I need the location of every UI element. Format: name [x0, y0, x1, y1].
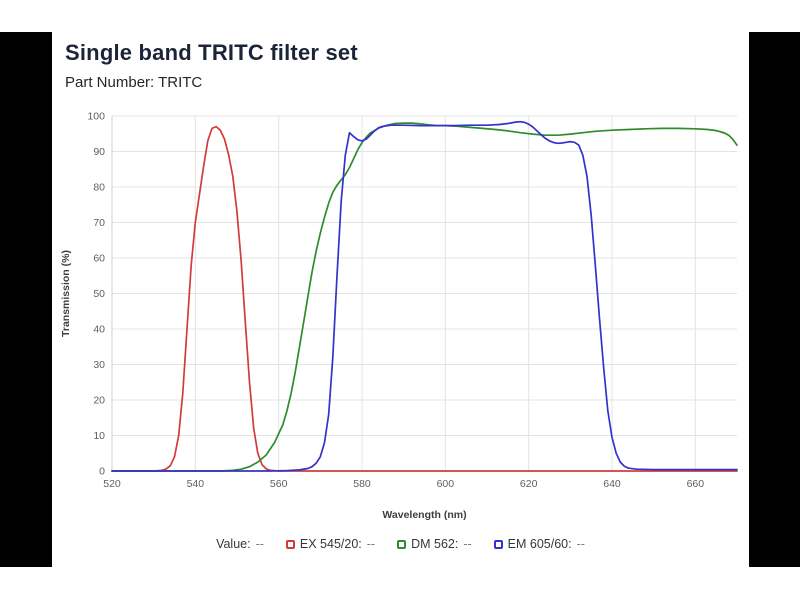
- svg-text:60: 60: [93, 253, 105, 265]
- svg-text:600: 600: [437, 478, 455, 490]
- legend-item-dm-562[interactable]: DM 562: --: [397, 537, 472, 551]
- legend-item-em-605-60[interactable]: EM 605/60: --: [493, 537, 585, 551]
- series-path-em-605-60: [111, 120, 738, 472]
- legend-value-em-605-60: --: [576, 537, 585, 551]
- legend-item-ex-545-20[interactable]: EX 545/20: --: [285, 537, 376, 551]
- svg-text:520: 520: [103, 478, 121, 490]
- x-tick-labels: 520 540 560 580 600 620 640 660: [103, 478, 704, 490]
- legend-label-ex-545-20: EX 545/20:: [299, 537, 362, 551]
- svg-text:90: 90: [93, 146, 105, 158]
- svg-text:70: 70: [93, 217, 105, 229]
- legend-value: --: [255, 537, 264, 551]
- svg-text:0: 0: [99, 466, 105, 478]
- chart-legend: Value: -- EX 545/20: -- DM 562: -- EM 60…: [52, 537, 749, 551]
- y-axis-title: Transmission (%): [60, 250, 72, 337]
- legend-value-ex-545-20: --: [366, 537, 376, 551]
- svg-text:100: 100: [87, 111, 105, 123]
- svg-text:640: 640: [603, 478, 621, 490]
- chart-page: 0 10 20 30 40 50 60 70 80 90 100 520 540 560 580 600 620…: [52, 32, 749, 567]
- legend-value-dm-562: --: [463, 537, 472, 551]
- x-axis-title: Wavelength (nm): [382, 509, 466, 521]
- svg-text:660: 660: [687, 478, 705, 490]
- legend-value-label: Value:: [216, 537, 251, 551]
- legend-swatch-1: [397, 539, 407, 549]
- filter-chart: 0 10 20 30 40 50 60 70 80 90 100 520 540 560 580 600 620…: [60, 111, 738, 521]
- svg-text:580: 580: [353, 478, 371, 490]
- svg-text:10: 10: [93, 430, 105, 442]
- y-gridlines: [112, 115, 737, 472]
- svg-text:40: 40: [93, 324, 105, 336]
- svg-text:560: 560: [270, 478, 288, 490]
- svg-text:540: 540: [187, 478, 205, 490]
- page-title: Single band TRITC filter set: [65, 40, 358, 65]
- y-tick-labels: 0 10 20 30 40 50 60 70 80 90 100: [87, 111, 105, 478]
- part-number-subtitle: Part Number: TRITC: [65, 74, 203, 91]
- legend-label-dm-562: DM 562:: [411, 537, 459, 551]
- legend-swatch-2: [493, 539, 503, 549]
- svg-text:20: 20: [93, 395, 105, 407]
- svg-text:620: 620: [520, 478, 538, 490]
- svg-text:50: 50: [93, 288, 105, 300]
- legend-swatch-0: [285, 539, 295, 549]
- legend-value-readout: Value: --: [216, 537, 264, 551]
- legend-label-em-605-60: EM 605/60:: [507, 537, 572, 551]
- svg-text:80: 80: [93, 182, 105, 194]
- plot-area[interactable]: [112, 116, 737, 471]
- svg-text:30: 30: [93, 359, 105, 371]
